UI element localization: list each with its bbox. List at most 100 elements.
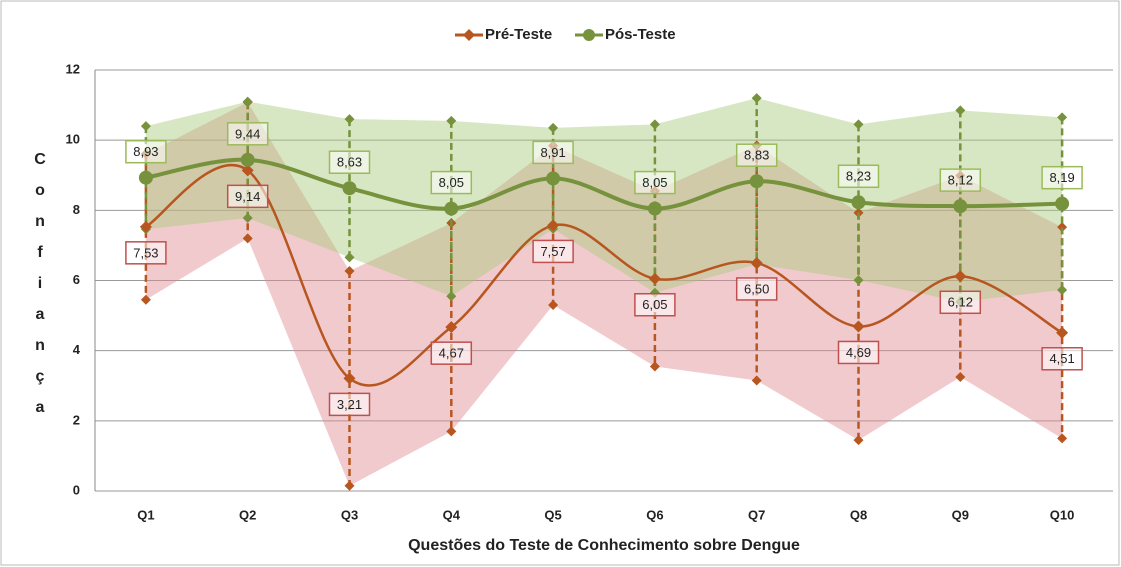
legend-marker (463, 29, 475, 41)
data-label-box (430, 170, 473, 195)
y-tick-label: 12 (66, 61, 80, 76)
error-cap (548, 122, 559, 133)
data-label-box (125, 241, 167, 265)
y-tick-label: 8 (73, 202, 80, 217)
marker (546, 171, 561, 186)
marker (342, 181, 357, 196)
marker (648, 272, 661, 285)
error-cap (853, 119, 864, 130)
error-cap (853, 275, 864, 286)
error-cap (446, 291, 457, 302)
data-label: 3,21 (337, 397, 362, 412)
data-label-box (837, 340, 880, 365)
data-label: 7,53 (133, 245, 158, 260)
data-label: 6,12 (948, 295, 973, 310)
error-cap (1057, 433, 1068, 444)
marker (750, 256, 763, 269)
data-label: 8,19 (1049, 170, 1074, 185)
data-label-box (125, 139, 167, 164)
data-label-box (328, 392, 371, 417)
data-label-box (1041, 347, 1083, 371)
y-tick-label: 6 (73, 272, 80, 287)
data-label-box (430, 341, 473, 365)
error-cap (344, 480, 355, 491)
error-cap (751, 93, 762, 104)
marker (749, 174, 764, 189)
data-label: 8,93 (133, 144, 158, 159)
error-cap (446, 426, 457, 437)
x-tick-label: Q5 (544, 507, 561, 522)
error-cap (140, 121, 151, 132)
error-cap (242, 213, 253, 224)
error-cap (649, 361, 660, 372)
error-cap (548, 300, 559, 311)
data-label-box (532, 140, 574, 165)
x-tick-label: Q2 (239, 507, 256, 522)
error-cap (344, 114, 355, 125)
error-cap (1057, 284, 1068, 295)
data-label: 8,05 (642, 175, 667, 190)
marker (445, 321, 458, 334)
marker (953, 199, 968, 214)
marker (852, 320, 865, 333)
data-label: 8,12 (948, 173, 973, 188)
error-cap (344, 266, 355, 277)
x-tick-label: Q3 (341, 507, 358, 522)
y-tick-label: 4 (73, 342, 81, 357)
data-label-box (1041, 165, 1083, 190)
x-axis-title: Questões do Teste de Conhecimento sobre … (408, 537, 800, 554)
data-label: 9,14 (235, 189, 260, 204)
data-label: 8,63 (337, 155, 362, 170)
legend-label: Pós-Teste (605, 26, 676, 43)
marker (851, 195, 866, 210)
data-label: 6,05 (642, 297, 667, 312)
error-cap (1057, 112, 1068, 123)
y-tick-label: 10 (66, 132, 80, 147)
marker (343, 372, 356, 385)
data-label-box (328, 150, 371, 174)
data-label: 4,51 (1049, 351, 1074, 366)
data-label-box (837, 164, 880, 189)
x-tick-label: Q4 (443, 507, 461, 522)
data-label-box (532, 239, 574, 264)
error-cap (344, 252, 355, 263)
data-label: 9,44 (235, 126, 260, 141)
series-line (145, 157, 1063, 211)
error-cap (242, 233, 253, 244)
series-line (145, 163, 1063, 387)
data-label-box (939, 290, 982, 315)
error-cap (1057, 222, 1068, 233)
marker (138, 170, 153, 185)
marker (139, 220, 152, 233)
data-label: 6,50 (744, 281, 769, 296)
error-cap (955, 371, 966, 382)
marker (240, 152, 255, 167)
error-cap (446, 115, 457, 126)
x-tick-label: Q7 (748, 507, 765, 522)
error-band (145, 98, 1063, 302)
x-tick-label: Q8 (850, 507, 867, 522)
x-tick-label: Q6 (646, 507, 663, 522)
marker (444, 201, 459, 216)
marker (241, 164, 254, 177)
data-label: 8,91 (540, 145, 565, 160)
data-label-box (226, 184, 269, 209)
data-label-box (939, 168, 982, 192)
data-label: 8,83 (744, 148, 769, 163)
legend-label: Pré-Teste (485, 26, 552, 43)
marker (647, 201, 662, 216)
data-label-box (634, 170, 676, 195)
legend-marker (583, 29, 595, 41)
data-label-box (735, 277, 778, 301)
x-tick-label: Q9 (952, 507, 969, 522)
data-label-box (634, 292, 676, 317)
data-label: 7,57 (540, 244, 565, 259)
y-tick-label: 2 (73, 412, 80, 427)
data-label: 8,23 (846, 169, 871, 184)
marker (1056, 326, 1069, 339)
data-label-box (226, 122, 269, 146)
data-label: 4,69 (846, 345, 871, 360)
